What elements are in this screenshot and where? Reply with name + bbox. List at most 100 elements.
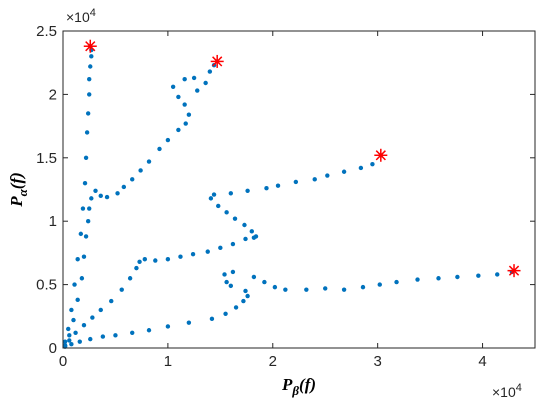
data-point-s1-12 bbox=[104, 194, 110, 200]
data-point-s1-27 bbox=[191, 75, 197, 81]
data-point-s0-7 bbox=[82, 180, 88, 186]
data-point-s2-36 bbox=[341, 169, 347, 174]
data-point-s0-8 bbox=[83, 155, 89, 160]
x-tick-label-2: 2 bbox=[269, 353, 277, 370]
data-point-s2-11 bbox=[142, 257, 148, 262]
data-point-s2-30 bbox=[245, 188, 250, 193]
data-point-s3-9 bbox=[186, 320, 192, 325]
data-point-s1-13 bbox=[115, 191, 120, 196]
asterisk-marker-1 bbox=[210, 54, 224, 68]
asterisk-marker-0 bbox=[83, 39, 97, 53]
data-point-s3-19 bbox=[230, 269, 236, 275]
data-point-s3-31 bbox=[436, 276, 441, 281]
data-point-s2-13 bbox=[165, 257, 171, 262]
data-point-s2-7 bbox=[119, 287, 124, 292]
endpoint-markers bbox=[83, 39, 521, 278]
data-point-s2-35 bbox=[325, 173, 330, 178]
data-point-s3-30 bbox=[415, 277, 420, 282]
data-point-s1-22 bbox=[186, 112, 192, 117]
data-point-s3-33 bbox=[476, 273, 481, 278]
data-point-s3-18 bbox=[222, 272, 227, 277]
data-point-s2-38 bbox=[370, 161, 375, 167]
data-point-s1-7 bbox=[85, 219, 91, 224]
y-axis-label: Pα(f) bbox=[7, 172, 30, 208]
data-point-s2-32 bbox=[275, 183, 281, 188]
data-point-s0-0 bbox=[62, 339, 68, 344]
data-point-s2-26 bbox=[216, 203, 221, 209]
data-point-s0-14 bbox=[89, 54, 94, 59]
y-tick-label-4: 2 bbox=[49, 86, 57, 103]
data-point-s1-18 bbox=[157, 146, 162, 152]
data-point-s1-17 bbox=[146, 159, 152, 164]
data-point-s1-20 bbox=[176, 127, 181, 133]
data-point-s3-28 bbox=[377, 282, 382, 287]
data-point-s2-4 bbox=[90, 315, 95, 320]
data-point-s0-11 bbox=[87, 92, 92, 97]
data-point-s2-8 bbox=[127, 276, 133, 281]
data-point-s0-9 bbox=[84, 130, 90, 135]
x-exponent-label: ×104 bbox=[492, 382, 522, 400]
data-point-s3-13 bbox=[241, 298, 246, 304]
data-point-s0-1 bbox=[66, 326, 71, 332]
y-tick-label-1: 0.5 bbox=[36, 277, 57, 294]
data-point-s1-4 bbox=[79, 276, 85, 281]
data-point-s2-37 bbox=[358, 165, 364, 171]
data-point-s1-2 bbox=[71, 317, 76, 323]
data-point-s2-15 bbox=[190, 251, 196, 257]
data-point-s2-19 bbox=[243, 236, 248, 242]
y-tick-label-5: 2.5 bbox=[36, 23, 57, 40]
data-point-s1-5 bbox=[81, 254, 87, 259]
data-point-s2-22 bbox=[249, 229, 254, 234]
data-point-s1-21 bbox=[183, 121, 188, 126]
y-tick-label-3: 1.5 bbox=[36, 150, 57, 167]
data-point-s2-33 bbox=[293, 179, 299, 185]
data-point-s3-23 bbox=[283, 287, 288, 292]
data-point-s1-16 bbox=[138, 168, 143, 173]
data-point-s1-11 bbox=[98, 193, 103, 199]
data-point-s2-31 bbox=[264, 186, 269, 191]
data-point-s1-6 bbox=[83, 234, 89, 239]
data-point-s2-10 bbox=[137, 259, 142, 264]
data-point-s3-11 bbox=[223, 311, 228, 316]
data-point-s3-26 bbox=[341, 287, 347, 292]
data-point-s0-3 bbox=[72, 282, 77, 287]
data-point-s3-4 bbox=[100, 334, 106, 339]
x-tick-label-1: 1 bbox=[164, 353, 172, 370]
data-point-s3-17 bbox=[224, 279, 229, 285]
data-point-s2-2 bbox=[73, 330, 78, 335]
y-axis-ticks: 0 0.5 1 1.5 2 2.5 bbox=[36, 23, 535, 357]
data-point-s2-27 bbox=[208, 196, 214, 201]
data-point-s1-8 bbox=[87, 206, 92, 211]
data-point-s1-28 bbox=[195, 88, 200, 93]
data-point-s3-5 bbox=[113, 333, 118, 338]
data-point-s3-7 bbox=[146, 328, 152, 333]
data-point-s0-13 bbox=[88, 64, 93, 69]
data-point-s1-25 bbox=[170, 84, 176, 89]
data-point-s2-29 bbox=[228, 191, 234, 196]
data-point-s1-24 bbox=[176, 94, 181, 100]
data-point-s3-16 bbox=[228, 283, 234, 289]
data-point-s2-12 bbox=[153, 258, 158, 263]
asterisk-marker-3 bbox=[507, 264, 521, 278]
data-point-s3-27 bbox=[360, 284, 366, 290]
data-point-s2-3 bbox=[81, 322, 87, 328]
data-point-s1-23 bbox=[182, 102, 187, 107]
data-point-s0-5 bbox=[78, 231, 84, 237]
data-point-s1-30 bbox=[207, 69, 213, 74]
data-point-s2-28 bbox=[211, 192, 217, 197]
data-point-s3-10 bbox=[209, 316, 215, 322]
data-point-s1-10 bbox=[93, 188, 98, 193]
data-point-s0-4 bbox=[75, 257, 80, 262]
data-point-s1-15 bbox=[130, 177, 135, 182]
data-point-s1-9 bbox=[89, 196, 94, 201]
data-point-s3-8 bbox=[165, 324, 171, 329]
x-tick-label-4: 4 bbox=[478, 353, 486, 370]
data-point-s3-24 bbox=[304, 287, 309, 292]
data-point-s2-16 bbox=[205, 249, 210, 254]
data-point-s2-14 bbox=[178, 254, 183, 259]
data-point-s2-34 bbox=[312, 177, 317, 182]
data-point-s1-14 bbox=[121, 184, 127, 190]
data-point-s2-23 bbox=[242, 222, 247, 228]
data-point-s1-29 bbox=[203, 80, 208, 86]
